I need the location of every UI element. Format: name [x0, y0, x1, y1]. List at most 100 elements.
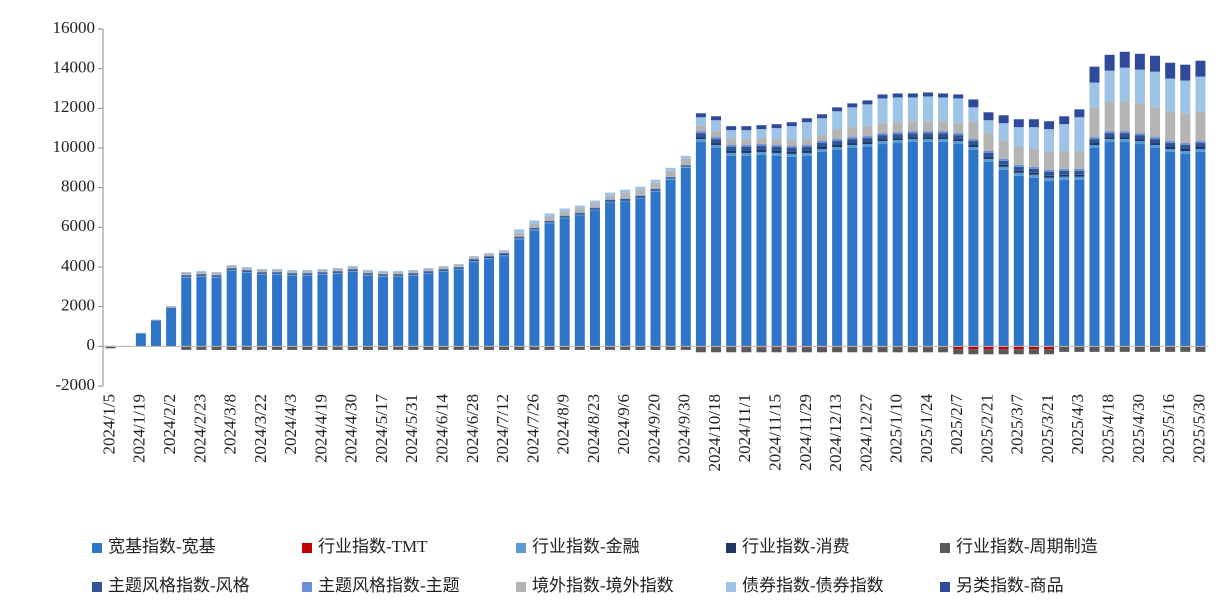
bar-segment: [605, 199, 616, 201]
bar-segment: [756, 146, 767, 150]
bar-segment: [892, 140, 903, 144]
bar-segment: [817, 151, 828, 347]
bar-segment: [771, 145, 782, 148]
bar-segment: [347, 267, 358, 269]
x-tick-label: 2025/5/16: [1159, 394, 1178, 463]
bar-segment: [393, 271, 404, 274]
bar-segment: [801, 155, 812, 347]
bar-segment: [877, 123, 888, 134]
bar-segment: [998, 164, 1009, 167]
bar-segment: [817, 147, 828, 149]
x-tick-label: 2025/4/30: [1129, 394, 1148, 463]
bar-segment: [135, 333, 146, 347]
bar-segment: [998, 115, 1009, 124]
bar-segment: [468, 260, 479, 262]
legend-swatch: [302, 543, 312, 553]
bar-segment: [953, 139, 964, 142]
bar-segment: [408, 346, 419, 350]
bar-segment: [605, 200, 616, 202]
bar-segment: [272, 274, 283, 347]
bar-segment: [529, 228, 540, 230]
bar-segment: [362, 274, 373, 275]
bar-segment: [1013, 164, 1024, 167]
bar-segment: [302, 346, 313, 350]
bar-segment: [1089, 107, 1100, 138]
bar-segment: [771, 155, 782, 347]
bar-segment: [1119, 137, 1130, 140]
bar-segment: [241, 346, 252, 350]
bar-segment: [983, 152, 994, 157]
bar-segment: [620, 199, 631, 201]
bar-segment: [1044, 346, 1055, 350]
bar-segment: [393, 275, 404, 276]
bar-segment: [423, 272, 434, 274]
bar-segment: [423, 267, 434, 269]
x-tick-label: 2025/4/18: [1099, 394, 1118, 463]
bar-segment: [605, 195, 616, 200]
bar-segment: [468, 346, 479, 350]
bar-segment: [362, 270, 373, 273]
bar-segment: [650, 346, 661, 350]
bar-segment: [680, 346, 691, 350]
bar-segment: [847, 145, 858, 148]
bar-segment: [317, 268, 328, 270]
bar-segment: [226, 268, 237, 270]
bar-segment: [423, 271, 434, 273]
bar-segment: [1134, 346, 1145, 352]
bar-segment: [892, 138, 903, 141]
x-tick-label: 2024/7/26: [523, 394, 542, 463]
bar-segment: [695, 131, 706, 134]
bar-segment: [181, 276, 192, 277]
y-tick-label: 0: [87, 335, 96, 354]
bar-segment: [968, 149, 979, 347]
x-tick-label: 2024/11/15: [766, 394, 785, 471]
bar-segment: [786, 122, 797, 127]
bar-segment: [211, 272, 222, 275]
bar-segment: [786, 156, 797, 347]
bar-segment: [695, 113, 706, 118]
bar-segment: [1013, 147, 1024, 165]
bar-segment: [181, 272, 192, 275]
legend-label: 主题风格指数-风格: [108, 576, 250, 595]
bar-segment: [317, 269, 328, 272]
bar-segment: [332, 273, 343, 347]
bar-segment: [226, 270, 237, 347]
bar-segment: [938, 137, 949, 140]
legend-label: 宽基指数-宽基: [108, 537, 216, 556]
bar-segment: [514, 239, 525, 347]
bar-segment: [680, 165, 691, 167]
bar-segment: [771, 347, 782, 353]
bar-segment: [605, 201, 616, 203]
bar-segment: [650, 190, 661, 191]
y-tick-label: 6000: [61, 216, 95, 235]
bar-segment: [832, 111, 843, 130]
bar-segment: [287, 275, 298, 347]
bar-segment: [559, 218, 570, 347]
bar-segment: [1044, 121, 1055, 130]
bar-segment: [1044, 177, 1055, 181]
y-tick-label: 16000: [53, 18, 96, 37]
bar-segment: [605, 202, 616, 347]
bar-segment: [211, 276, 222, 277]
bar-segment: [196, 275, 207, 276]
bar-segment: [453, 268, 464, 269]
bar-segment: [862, 144, 873, 148]
bar-segment: [832, 147, 843, 150]
bar-segment: [892, 132, 903, 135]
bar-segment: [256, 274, 267, 347]
bar-segment: [226, 269, 237, 270]
bar-segment: [711, 148, 722, 347]
bar-segment: [559, 211, 570, 216]
bar-segment: [272, 272, 283, 274]
bar-segment: [1195, 141, 1206, 144]
bar-segment: [1044, 175, 1055, 178]
bar-segment: [559, 215, 570, 217]
bar-segment: [1165, 147, 1176, 149]
bar-segment: [1059, 124, 1070, 151]
bar-segment: [786, 347, 797, 353]
bar-segment: [907, 133, 918, 138]
bar-segment: [347, 269, 358, 271]
bar-segment: [756, 154, 767, 347]
bar-segment: [1119, 139, 1130, 143]
bar-segment: [635, 195, 646, 197]
